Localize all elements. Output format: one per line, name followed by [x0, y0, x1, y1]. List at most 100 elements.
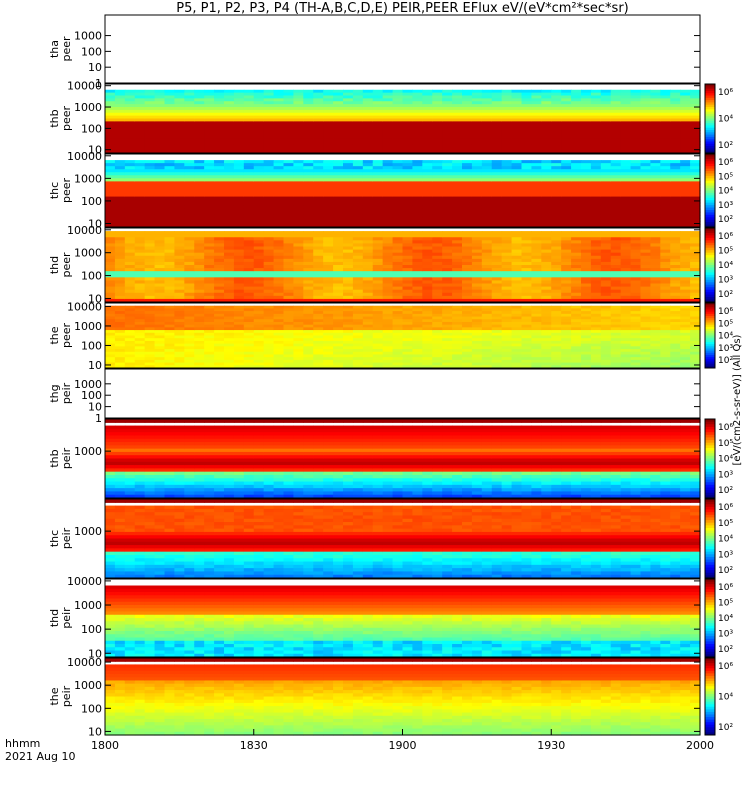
heatmap-cell — [531, 130, 542, 134]
heatmap-cell — [581, 121, 592, 125]
heatmap-cell — [224, 249, 235, 254]
heatmap-cell — [253, 169, 265, 173]
heatmap-cell — [283, 184, 295, 189]
heatmap-cell — [313, 327, 324, 331]
heatmap-cell — [432, 121, 443, 125]
heatmap-cell — [630, 292, 642, 297]
heatmap-cell — [313, 172, 324, 176]
heatmap-cell — [501, 234, 513, 238]
heatmap-cell — [303, 313, 314, 318]
heatmap-cell — [263, 118, 275, 122]
heatmap-cell — [561, 92, 572, 97]
heatmap-cell — [660, 124, 671, 128]
heatmap-cell — [551, 258, 562, 263]
heatmap-cell — [164, 202, 176, 207]
heatmap-cell — [521, 160, 533, 164]
heatmap-cell — [184, 349, 195, 353]
heatmap-cell — [392, 172, 404, 176]
heatmap-cell — [224, 109, 235, 114]
heatmap-cell — [224, 89, 235, 94]
heatmap-cell — [105, 359, 116, 364]
heatmap-cell — [452, 277, 463, 282]
heatmap-cell — [144, 231, 156, 235]
heatmap-cell — [561, 138, 572, 143]
y-tick-label: 1000 — [74, 101, 102, 114]
heatmap-cell — [134, 289, 146, 294]
heatmap-cell — [680, 193, 691, 198]
heatmap-cell — [442, 255, 453, 260]
heatmap-cell — [323, 141, 334, 145]
heatmap-cell — [174, 211, 185, 216]
heatmap-cell — [243, 283, 255, 288]
heatmap-cell — [352, 283, 364, 288]
heatmap-cell — [471, 220, 483, 225]
heatmap-cell — [660, 237, 671, 241]
heatmap-cell — [382, 118, 394, 122]
heatmap-cell — [144, 205, 156, 210]
heatmap-cell — [690, 193, 701, 198]
heatmap-cell — [273, 292, 285, 297]
heatmap-cell — [670, 223, 681, 228]
heatmap-cell — [253, 172, 265, 176]
heatmap-cell — [323, 95, 334, 99]
heatmap-cell — [154, 252, 166, 257]
heatmap-cell — [303, 316, 314, 320]
heatmap-cell — [204, 365, 215, 369]
heatmap-cell — [491, 208, 503, 213]
heatmap-cell — [690, 181, 701, 186]
heatmap-cell — [323, 332, 334, 337]
heatmap-cell — [541, 166, 552, 170]
heatmap-cell — [521, 101, 533, 105]
heatmap-cell — [243, 169, 255, 173]
heatmap-cell — [352, 89, 364, 94]
heatmap-cell — [640, 252, 652, 257]
heatmap-cell — [184, 147, 195, 151]
heatmap-cell — [124, 163, 136, 167]
heatmap-cell — [124, 365, 136, 369]
heatmap-cell — [174, 104, 185, 108]
heatmap-cell — [144, 144, 156, 148]
heatmap-cell — [610, 132, 622, 137]
heatmap-cell — [105, 289, 116, 294]
heatmap-cell — [124, 135, 136, 140]
heatmap-cell — [204, 172, 215, 176]
heatmap-cell — [313, 261, 324, 266]
heatmap-cell — [382, 340, 394, 345]
heatmap-cell — [442, 324, 453, 328]
heatmap-cell — [283, 115, 295, 120]
heatmap-cell — [670, 187, 681, 192]
heatmap-cell — [253, 184, 265, 189]
heatmap-cell — [590, 283, 602, 288]
heatmap-cell — [343, 166, 354, 170]
heatmap-cell — [134, 351, 146, 356]
heatmap-cell — [600, 181, 612, 186]
heatmap-cell — [303, 95, 314, 99]
heatmap-cell — [521, 246, 533, 251]
heatmap-cell — [273, 280, 285, 285]
heatmap-cell — [610, 160, 622, 164]
heatmap-cell — [313, 268, 324, 272]
heatmap-cell — [283, 354, 295, 358]
heatmap-cell — [442, 178, 453, 182]
heatmap-cell — [313, 199, 324, 204]
heatmap-cell — [352, 175, 364, 179]
heatmap-cell — [392, 150, 404, 154]
heatmap-cell — [293, 354, 304, 358]
heatmap-cell — [333, 193, 344, 198]
heatmap-cell — [243, 268, 255, 272]
heatmap-cell — [273, 234, 285, 238]
heatmap-cell — [224, 115, 235, 120]
heatmap-cell — [134, 321, 146, 326]
heatmap-cell — [402, 135, 414, 140]
heatmap-cell — [273, 181, 285, 186]
colorbar-segment — [705, 257, 715, 261]
heatmap-cell — [362, 101, 374, 105]
heatmap-cell — [362, 141, 374, 145]
heatmap-cell — [164, 178, 176, 182]
heatmap-cell — [204, 193, 215, 198]
heatmap-cell — [650, 107, 661, 111]
heatmap-cell — [551, 252, 562, 257]
heatmap-cell — [105, 95, 116, 99]
heatmap-cell — [392, 277, 404, 282]
heatmap-cell — [670, 292, 681, 297]
